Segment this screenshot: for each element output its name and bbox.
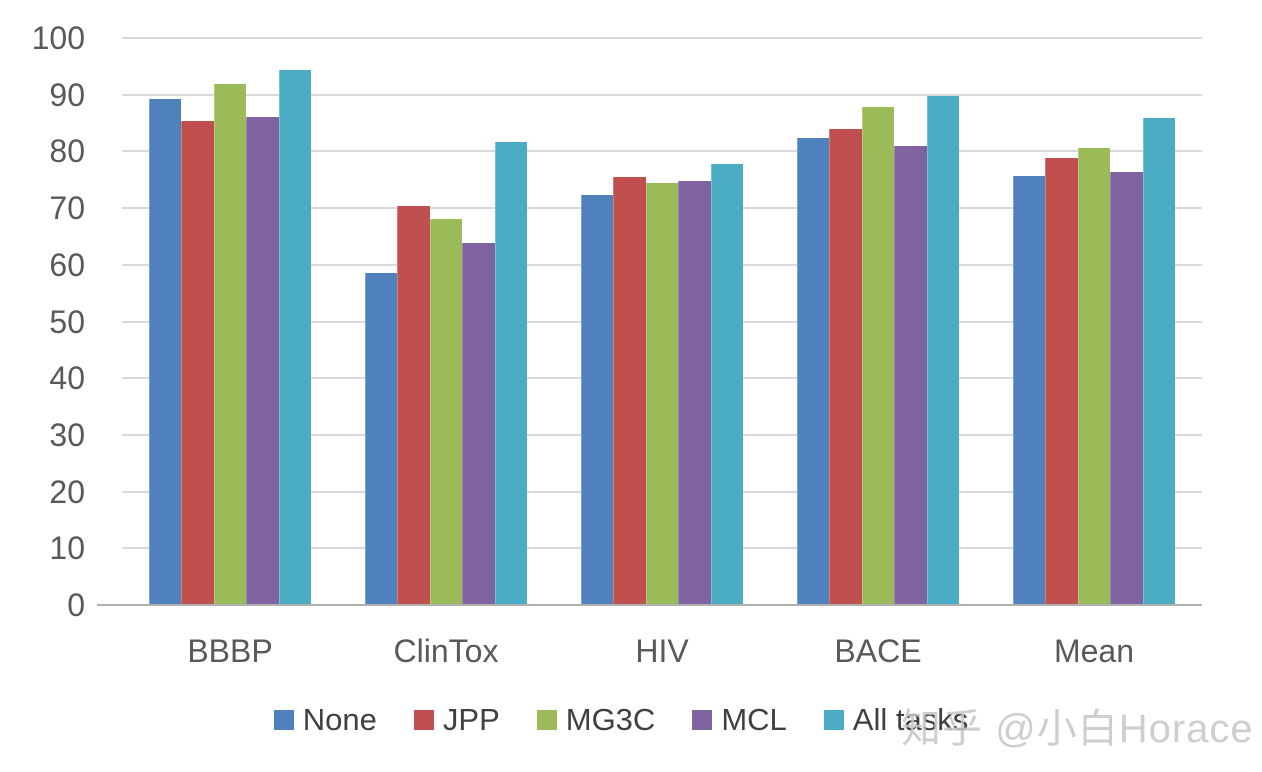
bar-mg3c-mean: [1077, 148, 1111, 605]
bar-none-bace: [796, 137, 830, 605]
legend-item-mcl: MCL: [692, 700, 787, 740]
y-tick-label-80: 80: [49, 133, 85, 170]
y-tick-label-30: 30: [49, 416, 85, 453]
x-tick-label-hiv: HIV: [635, 633, 689, 669]
legend-swatch-icon: [692, 710, 713, 730]
y-tick-label-10: 10: [49, 530, 85, 567]
bar-mcl-mean: [1110, 171, 1143, 605]
bar-mcl-bace: [894, 145, 927, 605]
y-tick-label-60: 60: [49, 246, 85, 283]
bar-mcl-bbbp: [246, 117, 279, 605]
y-tick-label-0: 0: [67, 587, 85, 623]
legend-label: All tasks: [852, 702, 969, 737]
bar-none-mean: [1012, 176, 1046, 605]
bar-all-tasks-bace: [926, 96, 960, 605]
bar-none-hiv: [580, 195, 614, 605]
legend: None JPP MG3C MCL All tasks: [0, 700, 1242, 740]
y-tick-label-70: 70: [49, 190, 85, 227]
y-tick-label-50: 50: [49, 303, 85, 340]
bar-group-ClinTox: [338, 38, 554, 605]
legend-label: JPP: [442, 702, 500, 737]
legend-swatch-icon: [536, 710, 557, 730]
legend-label: None: [302, 702, 377, 737]
x-tick-label-clintox: ClinTox: [393, 633, 499, 669]
legend-swatch-icon: [413, 710, 434, 730]
bar-jpp-bace: [829, 129, 862, 605]
bar-all-tasks-clintox: [494, 142, 528, 605]
bar-mg3c-clintox: [429, 218, 463, 605]
bar-mcl-clintox: [462, 242, 495, 605]
bar-group-BACE: [770, 38, 986, 605]
legend-swatch-icon: [823, 710, 844, 730]
bar-jpp-mean: [1045, 158, 1078, 605]
legend-item-all-tasks: All tasks: [823, 700, 969, 740]
bar-all-tasks-bbbp: [278, 69, 312, 605]
x-tick-label-bace: BACE: [834, 633, 922, 669]
legend-item-none: None: [273, 700, 377, 740]
x-axis-line: [97, 604, 1202, 606]
x-tick-label-bbbp: BBBP: [187, 633, 273, 669]
bar-jpp-hiv: [613, 176, 646, 605]
gridline-80: [122, 150, 1202, 153]
legend-label: MCL: [721, 702, 787, 737]
bar-group-Mean: [986, 38, 1202, 605]
legend-swatch-icon: [273, 710, 294, 730]
bar-mg3c-bbbp: [213, 83, 247, 605]
bar-mg3c-hiv: [645, 183, 679, 605]
legend-item-jpp: JPP: [413, 700, 500, 740]
watermark: 知乎 @小白Horace: [901, 707, 1254, 751]
plot-area: [97, 37, 1202, 606]
gridline-100: [122, 37, 1202, 39]
bar-none-bbbp: [148, 98, 182, 605]
y-tick-label-90: 90: [49, 76, 85, 113]
bar-none-clintox: [364, 273, 398, 605]
bar-all-tasks-mean: [1142, 117, 1176, 605]
bar-group-BBBP: [122, 38, 338, 605]
y-tick-label-20: 20: [49, 473, 85, 510]
legend-label: MG3C: [565, 702, 656, 737]
x-tick-label-mean: Mean: [1053, 633, 1135, 669]
bar-jpp-bbbp: [181, 121, 214, 605]
bar-all-tasks-hiv: [710, 163, 744, 605]
legend-item-mg3c: MG3C: [536, 700, 656, 740]
gridline-90: [122, 93, 1202, 96]
bar-mg3c-bace: [861, 106, 895, 605]
y-tick-label-40: 40: [49, 360, 85, 397]
bar-mcl-hiv: [678, 181, 711, 605]
y-tick-label-100: 100: [31, 20, 85, 56]
bar-jpp-clintox: [397, 205, 430, 605]
bar-group-HIV: [554, 38, 770, 605]
